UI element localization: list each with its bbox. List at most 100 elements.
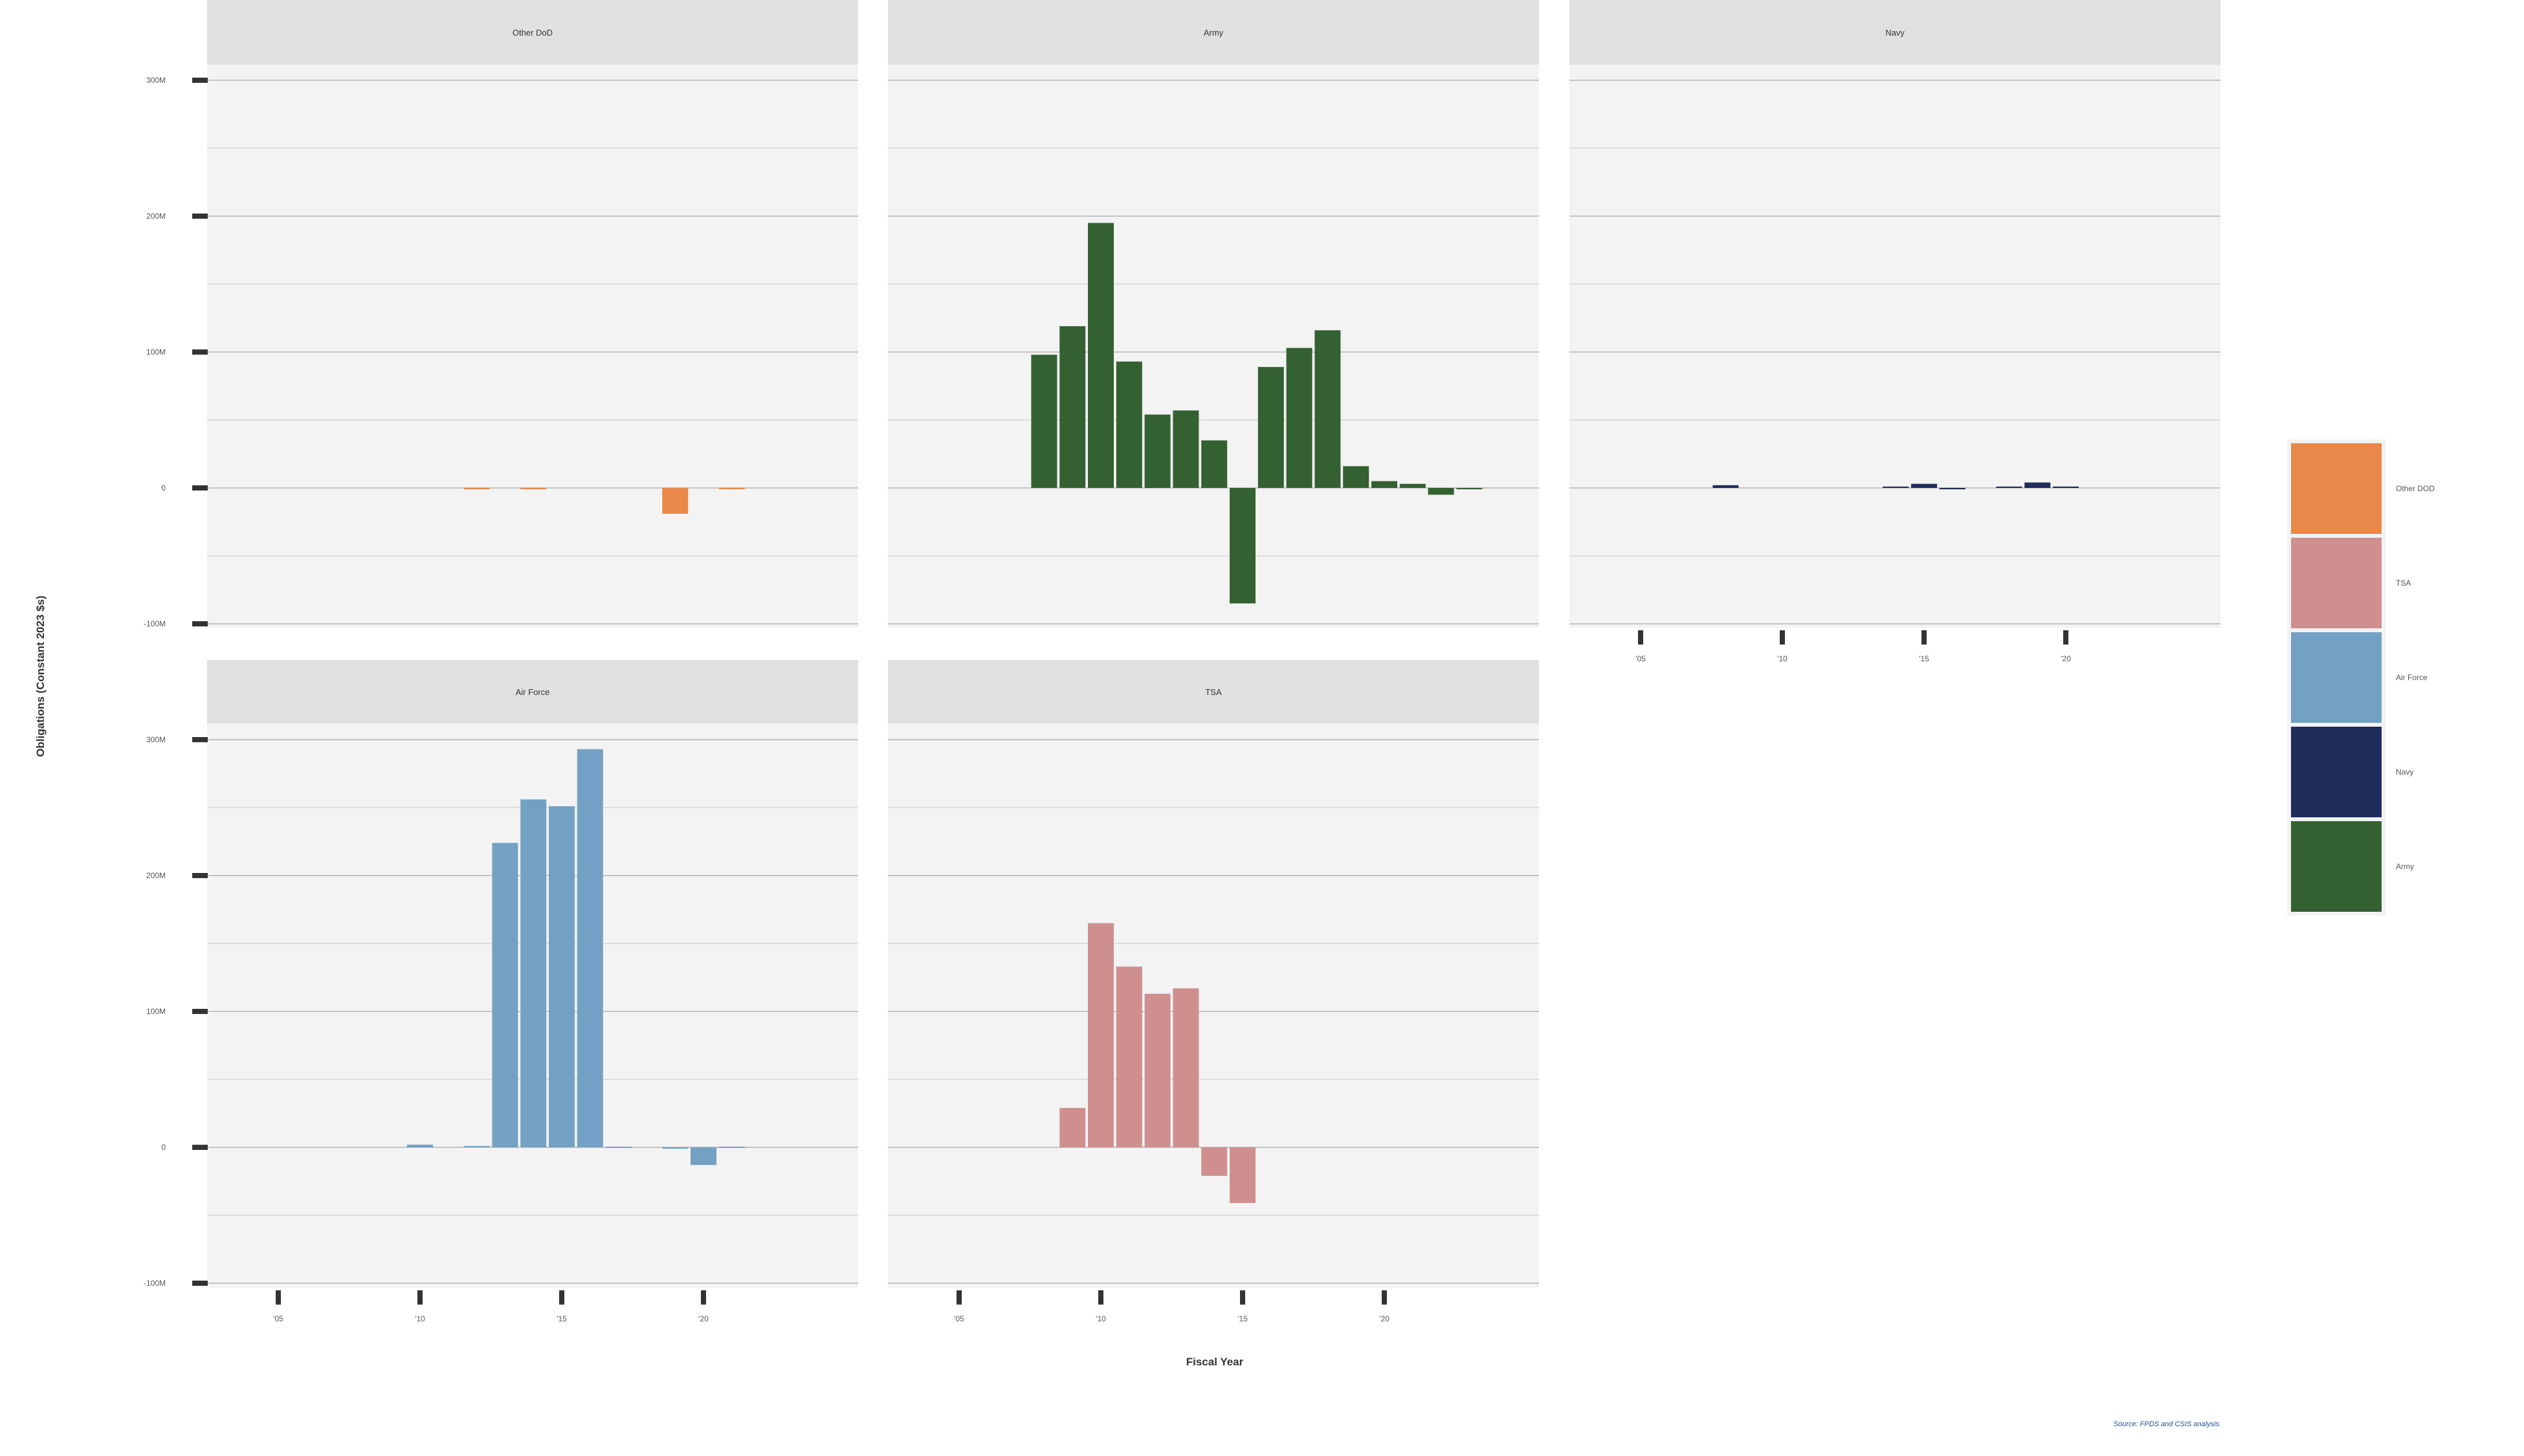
x-tick-mark [1240, 1290, 1245, 1305]
bar-2010 [1088, 223, 1114, 488]
bar-2009 [1059, 1108, 1086, 1147]
bar-2012 [1144, 993, 1171, 1147]
y-axis-title: Obligations (Constant 2023 $s) [34, 595, 47, 756]
x-tick-mark [701, 1290, 706, 1305]
bar-2018 [1996, 486, 2022, 488]
y-tick-mark [192, 873, 208, 878]
panel-title: Navy [1885, 28, 1905, 38]
bar-2020 [2053, 486, 2079, 488]
y-tick-mark [192, 485, 208, 491]
panel-strip [888, 0, 1539, 65]
panel-title: Other DoD [513, 28, 553, 38]
y-tick-label: 100M [146, 347, 166, 357]
x-tick-label: '15 [557, 1314, 567, 1323]
x-tick-label: '20 [1379, 1314, 1389, 1323]
x-tick-mark [276, 1290, 281, 1305]
bar-2016 [1257, 367, 1284, 488]
legend-label: Army [2396, 862, 2414, 871]
y-tick-label: 100M [146, 1007, 166, 1016]
y-tick-label: 300M [146, 76, 166, 85]
bar-2012 [463, 488, 490, 490]
bar-2013 [1173, 988, 1199, 1147]
bar-2019 [2024, 482, 2051, 488]
legend-swatch [2291, 632, 2382, 723]
bar-2010 [1088, 923, 1114, 1147]
bar-2011 [1116, 966, 1142, 1147]
bar-2009 [1059, 326, 1086, 488]
x-tick-mark [417, 1290, 423, 1305]
bar-2012 [463, 1145, 490, 1147]
panel-strip [207, 0, 858, 65]
y-tick-label: 0 [161, 1143, 166, 1152]
x-tick-mark [559, 1290, 564, 1305]
x-tick-label: '10 [1096, 1314, 1106, 1323]
bar-2011 [1116, 361, 1142, 488]
bar-2023 [1456, 488, 1483, 490]
bar-2016 [1939, 488, 1965, 490]
bar-2014 [1201, 440, 1228, 488]
bar-2021 [718, 488, 745, 489]
x-tick-label: '05 [954, 1314, 964, 1323]
y-tick-mark [192, 621, 208, 626]
y-tick-label: 200M [146, 871, 166, 880]
x-tick-label: '20 [698, 1314, 709, 1323]
panel-army: Army [888, 0, 1539, 628]
y-tick-mark [192, 214, 208, 219]
legend-label: Other DOD [2396, 484, 2435, 493]
x-tick-mark [1638, 630, 1643, 645]
x-tick-label: '20 [2061, 654, 2071, 663]
bar-2013 [492, 843, 518, 1147]
bar-2020 [691, 1147, 716, 1165]
bar-2018 [1314, 330, 1341, 488]
x-tick-label: '10 [1777, 654, 1788, 663]
x-axis-title: Fiscal Year [1186, 1356, 1244, 1368]
bar-2019 [662, 488, 689, 514]
x-tick-mark [1780, 630, 1785, 645]
bar-2017 [605, 1146, 632, 1148]
bar-2019 [662, 1147, 689, 1149]
legend-swatch [2291, 727, 2382, 817]
bar-2013 [1173, 410, 1199, 488]
x-tick-label: '05 [1635, 654, 1646, 663]
panel-strip [1569, 0, 2220, 65]
y-tick-mark [192, 1145, 208, 1150]
panels-layer: Other DoD 300M 200M 100M 0 -100M Army Navy '05 '1… [144, 0, 2220, 1323]
bar-2015 [549, 806, 575, 1147]
x-tick-mark [1382, 1290, 1387, 1305]
bar-2021 [1399, 483, 1426, 488]
panel-air-force: Air Force 300M 200M 100M 0 -100M '05 '10 '15 '20 [144, 660, 858, 1323]
x-tick-label: '10 [415, 1314, 425, 1323]
panel-strip [888, 660, 1539, 723]
panel-tsa: TSA '05 '10 '15 '20 [888, 660, 1539, 1323]
panel-other-dod: Other DoD 300M 200M 100M 0 -100M [144, 0, 858, 628]
y-tick-label: -100M [144, 619, 166, 628]
legend-swatch [2291, 538, 2382, 628]
bar-2022 [1428, 488, 1454, 495]
y-tick-mark [192, 1009, 208, 1014]
x-tick-label: '05 [273, 1314, 283, 1323]
y-tick-label: -100M [144, 1279, 166, 1288]
legend-label: Navy [2396, 767, 2413, 777]
y-tick-label: 300M [146, 735, 166, 744]
bar-2008 [1031, 355, 1057, 488]
bar-2010 [407, 1144, 433, 1147]
bar-2021 [718, 1146, 745, 1148]
x-tick-mark [1098, 1290, 1103, 1305]
legend-label: TSA [2396, 579, 2411, 588]
panel-navy: Navy '05 '10 '15 '20 [1569, 0, 2220, 663]
bar-2008 [1712, 485, 1739, 488]
x-tick-mark [1921, 630, 1927, 645]
bar-2017 [1286, 347, 1312, 488]
x-tick-mark [2063, 630, 2068, 645]
panel-background [1569, 65, 2220, 628]
bar-2015 [1230, 1147, 1256, 1204]
bar-2014 [520, 799, 547, 1147]
bar-2020 [1371, 481, 1397, 488]
panel-strip [207, 660, 858, 723]
panel-title: Air Force [516, 687, 550, 697]
y-tick-label: 0 [161, 483, 166, 492]
bar-2012 [1144, 414, 1171, 488]
bar-2016 [577, 749, 603, 1147]
x-tick-label: '15 [1237, 1314, 1248, 1323]
